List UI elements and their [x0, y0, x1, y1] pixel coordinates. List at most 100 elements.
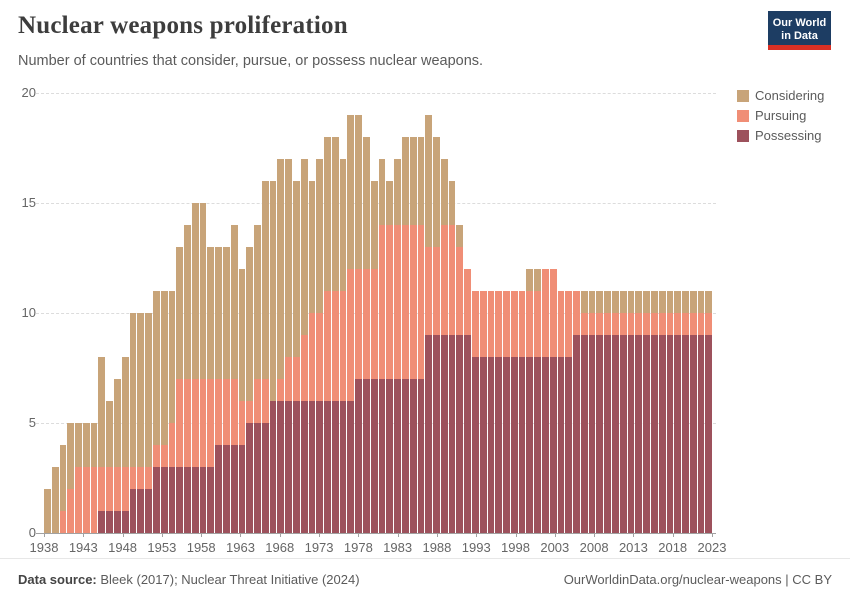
bar-2001[interactable] — [534, 93, 541, 533]
bar-1972[interactable] — [308, 93, 316, 533]
bar-1981[interactable] — [378, 93, 386, 533]
bar-2009[interactable] — [596, 93, 604, 533]
bar-1970[interactable] — [293, 93, 300, 533]
bar-2007[interactable] — [580, 93, 588, 533]
bar-1998[interactable] — [510, 93, 518, 533]
bar-1979[interactable] — [363, 93, 370, 533]
segment-considering-1942 — [75, 423, 82, 467]
bar-2004[interactable] — [557, 93, 565, 533]
bar-2020[interactable] — [682, 93, 689, 533]
bar-1987[interactable] — [425, 93, 433, 533]
bar-1971[interactable] — [300, 93, 308, 533]
bar-1952[interactable] — [152, 93, 160, 533]
bar-1942[interactable] — [75, 93, 82, 533]
bar-1951[interactable] — [145, 93, 152, 533]
bar-1945[interactable] — [98, 93, 106, 533]
bar-1993[interactable] — [471, 93, 479, 533]
bar-1964[interactable] — [246, 93, 254, 533]
bar-1976[interactable] — [339, 93, 347, 533]
bar-1977[interactable] — [347, 93, 355, 533]
bar-2015[interactable] — [643, 93, 650, 533]
bar-2017[interactable] — [658, 93, 666, 533]
bar-1974[interactable] — [324, 93, 331, 533]
bar-1994[interactable] — [479, 93, 487, 533]
segment-pursuing-2016 — [650, 313, 658, 335]
bar-1966[interactable] — [261, 93, 269, 533]
bar-1991[interactable] — [456, 93, 464, 533]
bar-2019[interactable] — [674, 93, 682, 533]
bar-1995[interactable] — [487, 93, 495, 533]
bar-1947[interactable] — [114, 93, 121, 533]
bar-2011[interactable] — [612, 93, 619, 533]
bar-1984[interactable] — [401, 93, 409, 533]
bar-1983[interactable] — [394, 93, 401, 533]
bar-1988[interactable] — [433, 93, 440, 533]
bar-1997[interactable] — [503, 93, 510, 533]
bar-1938[interactable] — [44, 93, 51, 533]
bar-1954[interactable] — [168, 93, 176, 533]
segment-considering-1939 — [51, 467, 59, 533]
bar-1969[interactable] — [285, 93, 292, 533]
bar-1950[interactable] — [137, 93, 145, 533]
bar-1963[interactable] — [238, 93, 246, 533]
bar-1956[interactable] — [184, 93, 191, 533]
legend-item-possessing[interactable]: Possessing — [737, 128, 824, 143]
bar-2000[interactable] — [526, 93, 534, 533]
legend-swatch-pursuing — [737, 109, 749, 122]
bar-1958[interactable] — [199, 93, 207, 533]
bar-1949[interactable] — [129, 93, 137, 533]
segment-pursuing-1989 — [440, 225, 448, 335]
bar-1959[interactable] — [207, 93, 215, 533]
bar-2022[interactable] — [697, 93, 705, 533]
segment-possessing-1991 — [456, 335, 464, 533]
legend-item-pursuing[interactable]: Pursuing — [737, 108, 824, 123]
bar-2013[interactable] — [627, 93, 635, 533]
bar-1944[interactable] — [90, 93, 98, 533]
bar-1990[interactable] — [448, 93, 456, 533]
bar-1992[interactable] — [464, 93, 471, 533]
bar-1965[interactable] — [254, 93, 261, 533]
bar-1961[interactable] — [222, 93, 230, 533]
segment-pursuing-2000 — [526, 291, 534, 357]
bar-1978[interactable] — [355, 93, 363, 533]
bar-1943[interactable] — [82, 93, 90, 533]
bar-1982[interactable] — [386, 93, 394, 533]
bar-1955[interactable] — [176, 93, 184, 533]
bar-2014[interactable] — [635, 93, 643, 533]
bar-2023[interactable] — [705, 93, 713, 533]
bar-2012[interactable] — [619, 93, 627, 533]
bar-2018[interactable] — [666, 93, 674, 533]
bar-2008[interactable] — [588, 93, 596, 533]
segment-pursuing-2002 — [542, 269, 549, 357]
x-tick-1948 — [122, 533, 124, 537]
bar-1962[interactable] — [230, 93, 238, 533]
bar-1989[interactable] — [440, 93, 448, 533]
bar-2021[interactable] — [689, 93, 697, 533]
bar-1948[interactable] — [121, 93, 129, 533]
y-tick-label-0: 0 — [28, 525, 36, 540]
bar-2005[interactable] — [565, 93, 573, 533]
bar-2010[interactable] — [604, 93, 612, 533]
bar-1953[interactable] — [160, 93, 168, 533]
bar-1973[interactable] — [316, 93, 324, 533]
bar-1975[interactable] — [331, 93, 339, 533]
bar-1957[interactable] — [191, 93, 199, 533]
segment-pursuing-2001 — [534, 291, 541, 357]
bar-2016[interactable] — [650, 93, 658, 533]
bar-2003[interactable] — [549, 93, 557, 533]
bar-1946[interactable] — [106, 93, 114, 533]
legend-item-considering[interactable]: Considering — [737, 88, 824, 103]
bar-1986[interactable] — [417, 93, 425, 533]
bar-1985[interactable] — [409, 93, 417, 533]
bar-1967[interactable] — [269, 93, 277, 533]
bar-1939[interactable] — [51, 93, 59, 533]
bar-1999[interactable] — [518, 93, 526, 533]
bar-1968[interactable] — [277, 93, 285, 533]
bar-2002[interactable] — [542, 93, 549, 533]
bar-1960[interactable] — [215, 93, 222, 533]
bar-1941[interactable] — [67, 93, 75, 533]
bar-1940[interactable] — [59, 93, 67, 533]
bar-1996[interactable] — [495, 93, 503, 533]
bar-2006[interactable] — [573, 93, 580, 533]
bar-1980[interactable] — [370, 93, 378, 533]
